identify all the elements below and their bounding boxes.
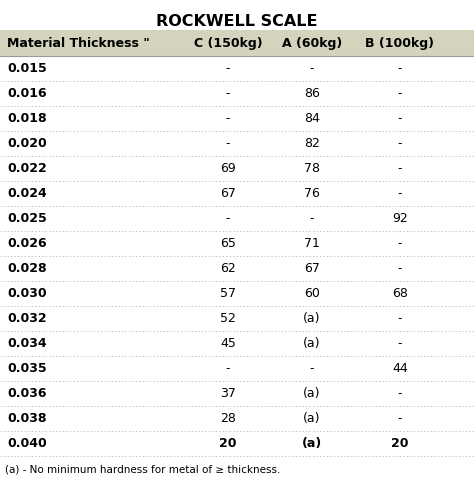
Text: -: - bbox=[398, 237, 402, 250]
Text: -: - bbox=[398, 337, 402, 350]
Text: (a): (a) bbox=[303, 337, 321, 350]
Text: 20: 20 bbox=[219, 437, 237, 450]
Text: A (60kg): A (60kg) bbox=[282, 36, 342, 49]
Text: 37: 37 bbox=[220, 387, 236, 400]
Text: 60: 60 bbox=[304, 287, 320, 300]
Text: 0.036: 0.036 bbox=[7, 387, 46, 400]
Text: 0.034: 0.034 bbox=[7, 337, 46, 350]
Text: 0.035: 0.035 bbox=[7, 362, 46, 375]
Text: -: - bbox=[226, 112, 230, 125]
Text: 76: 76 bbox=[304, 187, 320, 200]
Text: -: - bbox=[398, 87, 402, 100]
Text: 65: 65 bbox=[220, 237, 236, 250]
Text: 28: 28 bbox=[220, 412, 236, 425]
Text: 0.025: 0.025 bbox=[7, 212, 47, 225]
Text: -: - bbox=[398, 312, 402, 325]
Text: 82: 82 bbox=[304, 137, 320, 150]
Text: 0.015: 0.015 bbox=[7, 62, 47, 75]
Text: 0.016: 0.016 bbox=[7, 87, 46, 100]
Text: (a): (a) bbox=[303, 312, 321, 325]
Text: -: - bbox=[310, 362, 314, 375]
Text: 92: 92 bbox=[392, 212, 408, 225]
Text: 0.030: 0.030 bbox=[7, 287, 46, 300]
Text: -: - bbox=[398, 62, 402, 75]
Text: 20: 20 bbox=[391, 437, 409, 450]
Text: 52: 52 bbox=[220, 312, 236, 325]
Text: -: - bbox=[226, 137, 230, 150]
Text: -: - bbox=[398, 187, 402, 200]
Text: 57: 57 bbox=[220, 287, 236, 300]
Text: 0.038: 0.038 bbox=[7, 412, 46, 425]
Text: 0.028: 0.028 bbox=[7, 262, 46, 275]
Text: 86: 86 bbox=[304, 87, 320, 100]
Text: -: - bbox=[398, 162, 402, 175]
Bar bbox=[0, 30, 474, 56]
Text: 69: 69 bbox=[220, 162, 236, 175]
Text: 0.026: 0.026 bbox=[7, 237, 46, 250]
Text: (a): (a) bbox=[303, 412, 321, 425]
Text: ROCKWELL SCALE: ROCKWELL SCALE bbox=[156, 14, 318, 29]
Text: -: - bbox=[226, 62, 230, 75]
Text: -: - bbox=[226, 87, 230, 100]
Text: -: - bbox=[398, 387, 402, 400]
Text: (a): (a) bbox=[302, 437, 322, 450]
Text: B (100kg): B (100kg) bbox=[365, 36, 435, 49]
Text: Material Thickness ": Material Thickness " bbox=[7, 36, 150, 49]
Text: -: - bbox=[398, 262, 402, 275]
Text: 0.032: 0.032 bbox=[7, 312, 46, 325]
Text: -: - bbox=[398, 412, 402, 425]
Text: (a) - No minimum hardness for metal of ≥ thickness.: (a) - No minimum hardness for metal of ≥… bbox=[5, 464, 281, 474]
Text: 0.022: 0.022 bbox=[7, 162, 47, 175]
Text: -: - bbox=[398, 112, 402, 125]
Text: 78: 78 bbox=[304, 162, 320, 175]
Text: 0.024: 0.024 bbox=[7, 187, 47, 200]
Text: 0.020: 0.020 bbox=[7, 137, 47, 150]
Text: 45: 45 bbox=[220, 337, 236, 350]
Text: 44: 44 bbox=[392, 362, 408, 375]
Text: -: - bbox=[398, 137, 402, 150]
Text: (a): (a) bbox=[303, 387, 321, 400]
Text: C (150kg): C (150kg) bbox=[194, 36, 262, 49]
Text: 68: 68 bbox=[392, 287, 408, 300]
Text: 67: 67 bbox=[220, 187, 236, 200]
Text: 0.040: 0.040 bbox=[7, 437, 47, 450]
Text: -: - bbox=[310, 212, 314, 225]
Text: 62: 62 bbox=[220, 262, 236, 275]
Text: -: - bbox=[310, 62, 314, 75]
Text: 67: 67 bbox=[304, 262, 320, 275]
Text: -: - bbox=[226, 362, 230, 375]
Text: 71: 71 bbox=[304, 237, 320, 250]
Text: 0.018: 0.018 bbox=[7, 112, 46, 125]
Text: -: - bbox=[226, 212, 230, 225]
Text: 84: 84 bbox=[304, 112, 320, 125]
